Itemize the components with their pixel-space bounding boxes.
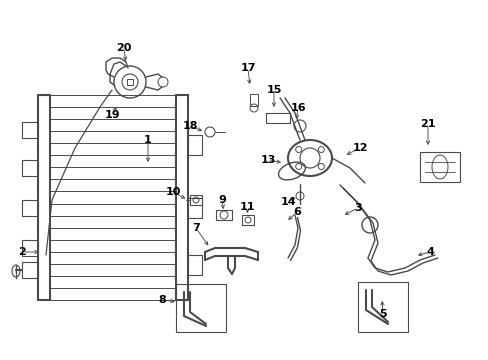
Text: 6: 6	[292, 207, 300, 217]
Text: 11: 11	[239, 202, 254, 212]
Bar	[22, 122, 38, 138]
Text: 4: 4	[425, 247, 433, 257]
Bar	[176, 284, 225, 332]
Bar	[187, 198, 202, 218]
Text: 15: 15	[266, 85, 281, 95]
Text: 17: 17	[240, 63, 255, 73]
Bar	[249, 94, 258, 106]
Text: 14: 14	[280, 197, 295, 207]
Bar	[216, 210, 231, 220]
Bar	[22, 200, 38, 216]
Text: 19: 19	[104, 110, 120, 120]
Text: 3: 3	[353, 203, 361, 213]
Bar	[419, 152, 459, 182]
Bar	[242, 215, 253, 225]
Text: 2: 2	[18, 247, 26, 257]
Bar	[22, 262, 38, 278]
Bar	[187, 255, 202, 275]
Text: 5: 5	[378, 309, 386, 319]
Text: 20: 20	[116, 43, 131, 53]
Text: 18: 18	[182, 121, 197, 131]
Bar	[187, 135, 202, 155]
Bar	[190, 195, 202, 205]
Bar	[22, 160, 38, 176]
Text: 10: 10	[165, 187, 181, 197]
Text: 16: 16	[289, 103, 305, 113]
Bar	[22, 240, 38, 256]
Text: 21: 21	[419, 119, 435, 129]
Bar	[265, 113, 289, 123]
Text: 12: 12	[351, 143, 367, 153]
Text: 8: 8	[158, 295, 165, 305]
Text: 7: 7	[192, 223, 200, 233]
Text: 1: 1	[144, 135, 152, 145]
Bar	[127, 79, 133, 85]
Text: 13: 13	[260, 155, 275, 165]
Text: 9: 9	[218, 195, 225, 205]
Bar	[357, 282, 407, 332]
